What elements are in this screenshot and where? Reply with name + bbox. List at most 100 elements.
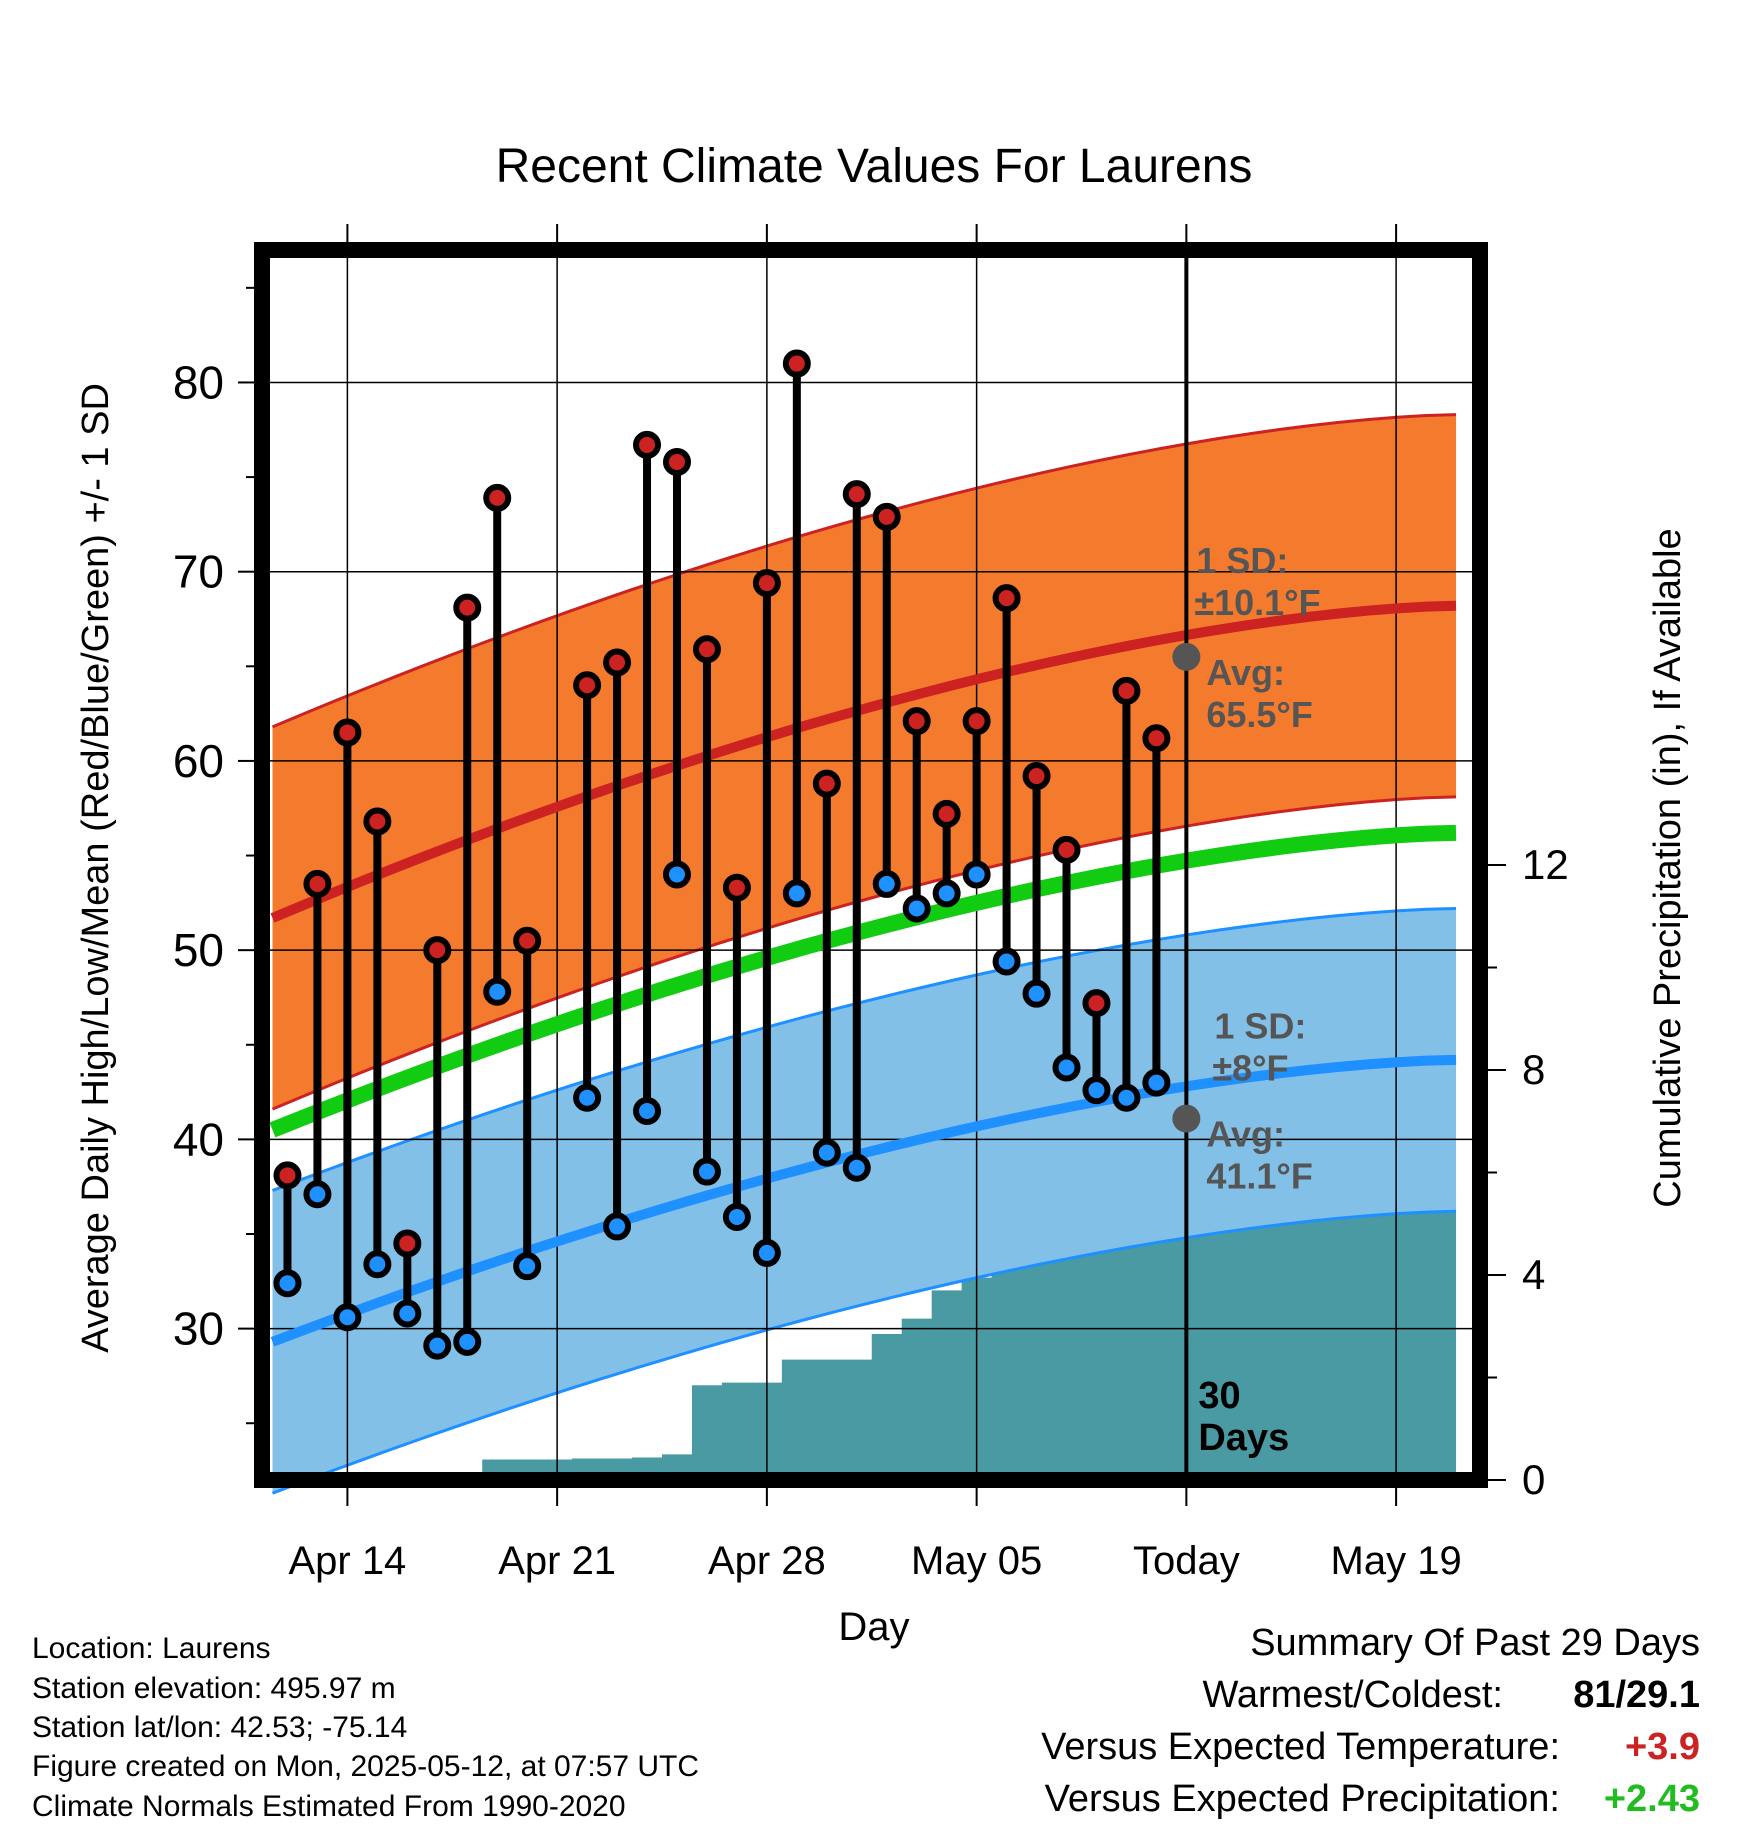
low-point-day-22 — [902, 894, 931, 923]
low-point-day-3 — [333, 1303, 362, 1332]
high-avg-value: 65.5°F — [1206, 694, 1312, 735]
x-tick-label-1: Apr 21 — [498, 1539, 616, 1583]
high-point-day-2 — [303, 869, 332, 898]
low-point-day-19 — [812, 1138, 841, 1167]
low-point-day-1 — [273, 1269, 302, 1298]
precip-area-shape — [272, 1190, 1457, 1480]
axes: 30 40 50 60 70 80 0 4 8 12 Apr 14 Apr 21 Apr 28 May 0… — [173, 224, 1569, 1583]
summary-temp-value: +3.9 — [1624, 1726, 1700, 1768]
high-point-day-22 — [902, 707, 931, 736]
high-sd-band — [272, 414, 1457, 1110]
high-point-day-23 — [932, 799, 961, 828]
high-point-day-15 — [692, 635, 721, 664]
low-point-day-23 — [932, 879, 961, 908]
high-point-day-24 — [962, 707, 991, 736]
low-point-day-15 — [692, 1157, 721, 1186]
info-created: Figure created on Mon, 2025-05-12, at 07… — [32, 1750, 700, 1783]
info-location: Location: Laurens — [32, 1632, 271, 1665]
high-point-day-19 — [812, 769, 841, 798]
low-band-lower-edge — [271, 1209, 1457, 1495]
info-normals: Climate Normals Estimated From 1990-2020 — [32, 1790, 626, 1823]
x-tick-label-0: Apr 14 — [288, 1539, 406, 1583]
high-point-day-3 — [333, 718, 362, 747]
high-point-day-9 — [513, 926, 542, 955]
low-point-day-16 — [722, 1202, 751, 1231]
low-point-day-26 — [1022, 979, 1051, 1008]
high-point-day-4 — [363, 807, 392, 836]
low-point-day-29 — [1112, 1083, 1141, 1112]
observed-values — [273, 349, 1171, 1360]
low-sd-label: 1 SD: — [1214, 1006, 1306, 1047]
x-tick-label-3: May 05 — [911, 1539, 1042, 1583]
high-point-day-5 — [393, 1229, 422, 1258]
precipitation-area — [272, 1190, 1457, 1480]
summary-warmest-value: 81/29.1 — [1573, 1674, 1700, 1716]
high-point-day-6 — [423, 936, 452, 965]
y2-tick-label-0: 0 — [1522, 1456, 1545, 1503]
low-avg-label: Avg: — [1206, 1114, 1285, 1155]
low-point-day-30 — [1142, 1068, 1171, 1097]
low-point-day-25 — [992, 947, 1021, 976]
high-point-day-13 — [633, 430, 662, 459]
y2-axis-label: Cumulative Precipitation (in), If Availa… — [1647, 528, 1689, 1207]
x-axis-label: Day — [838, 1605, 909, 1649]
y-tick-label-4: 70 — [173, 546, 224, 598]
high-sd-value: ±10.1°F — [1194, 582, 1320, 623]
precip-days-number: 30 — [1198, 1375, 1240, 1417]
high-sd-label: 1 SD: — [1196, 540, 1288, 581]
y-tick-label-3: 60 — [173, 735, 224, 787]
info-latlon: Station lat/lon: 42.53; -75.14 — [32, 1711, 408, 1744]
high-point-day-8 — [483, 483, 512, 512]
high-point-day-17 — [752, 569, 781, 598]
high-point-day-12 — [603, 648, 632, 677]
low-point-day-6 — [423, 1331, 452, 1360]
high-point-day-7 — [453, 593, 482, 622]
today-low-avg-dot — [1172, 1104, 1201, 1133]
low-point-day-2 — [303, 1180, 332, 1209]
high-point-day-28 — [1082, 989, 1111, 1018]
high-point-day-26 — [1022, 762, 1051, 791]
high-point-day-27 — [1052, 835, 1081, 864]
summary-warmest-label: Warmest/Coldest: — [1202, 1674, 1503, 1716]
summary-temp-label: Versus Expected Temperature: — [1041, 1726, 1560, 1768]
high-point-day-16 — [722, 873, 751, 902]
high-point-day-20 — [842, 480, 871, 509]
annotations: 1 SD: ±10.1°F Avg: 65.5°F 1 SD: ±8°F Avg… — [1194, 540, 1320, 1459]
high-avg-label: Avg: — [1206, 652, 1285, 693]
precip-days-label: Days — [1198, 1417, 1289, 1459]
high-point-day-1 — [273, 1161, 302, 1190]
low-point-day-7 — [453, 1327, 482, 1356]
info-elevation: Station elevation: 495.97 m — [32, 1672, 396, 1705]
low-point-day-24 — [962, 860, 991, 889]
low-point-day-5 — [393, 1299, 422, 1328]
y2-tick-label-1: 4 — [1522, 1251, 1545, 1298]
high-point-day-21 — [872, 502, 901, 531]
summary-precip-label: Versus Expected Precipitation: — [1044, 1778, 1560, 1820]
today-high-avg-dot — [1172, 642, 1201, 671]
low-point-day-28 — [1082, 1076, 1111, 1105]
y2-tick-label-3: 12 — [1522, 841, 1569, 888]
y-tick-label-5: 80 — [173, 356, 224, 408]
x-tick-label-2: Apr 28 — [708, 1539, 826, 1583]
high-point-day-30 — [1142, 724, 1171, 753]
low-point-day-4 — [363, 1250, 392, 1279]
low-point-day-21 — [872, 869, 901, 898]
chart-title: Recent Climate Values For Laurens — [496, 140, 1253, 193]
high-point-day-25 — [992, 584, 1021, 613]
low-point-day-13 — [633, 1097, 662, 1125]
low-point-day-11 — [573, 1083, 602, 1112]
high-point-day-14 — [662, 447, 691, 476]
high-point-day-11 — [573, 671, 602, 700]
summary-precip-value: +2.43 — [1603, 1778, 1700, 1820]
low-point-day-12 — [603, 1212, 632, 1241]
y-tick-label-0: 30 — [173, 1303, 224, 1355]
high-point-day-18 — [782, 349, 811, 378]
today-marker — [1172, 250, 1201, 1480]
low-point-day-17 — [752, 1238, 781, 1267]
low-point-day-9 — [513, 1252, 542, 1281]
plot-frame — [254, 242, 1488, 1488]
high-point-day-29 — [1112, 676, 1141, 705]
low-point-day-14 — [662, 860, 691, 889]
low-point-day-8 — [483, 977, 512, 1006]
